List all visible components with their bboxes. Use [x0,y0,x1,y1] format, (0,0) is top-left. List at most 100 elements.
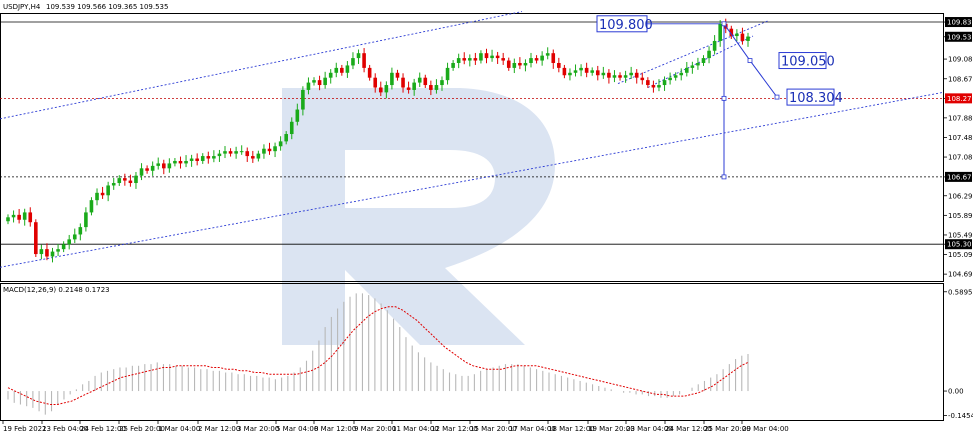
candle [128,174,133,187]
candle [684,62,689,77]
chart-title: USDJPY,H4 [3,3,41,11]
candle-body [150,165,155,171]
candle-body [100,192,105,196]
y-tick-label: 108.278 [947,95,973,103]
x-tick-label: 3 Mar 20:00 [237,425,279,433]
candle-body [61,244,66,250]
candle [623,70,628,83]
candle [367,64,372,81]
candle-body [39,249,44,255]
x-tick-label: 9 Mar 20:00 [354,425,396,433]
candle-body [139,168,144,176]
x-tick-label: 19 Feb 2021 [3,425,47,433]
candle [195,153,199,166]
candle [84,207,88,232]
x-tick-label: 12 Mar 12:00 [431,425,478,433]
candle-body [595,70,600,76]
candle [111,177,116,190]
candle-body [540,55,544,61]
candle [445,62,450,85]
candle [251,150,255,163]
candle [673,72,678,81]
candle [529,52,533,68]
candle-body [662,80,667,86]
candle-body [284,134,288,142]
candle [189,154,194,167]
candle-body [729,28,734,37]
candle [173,158,177,167]
candle [50,247,55,263]
candles [6,18,750,263]
trend-channel-lines [0,11,944,268]
macd-y-tick-label: 0.5895 [948,288,973,296]
candle-body [239,151,244,153]
candle-body [551,53,556,63]
candle-body [301,89,305,110]
candle [223,146,227,159]
candle-body [278,141,283,147]
candle-body [161,163,166,169]
candle [17,208,21,224]
candle-body [328,72,333,78]
candle [295,103,300,126]
candle-body [740,33,745,41]
candle-body [22,212,27,220]
candle [139,163,144,181]
candle-body [495,55,500,59]
y-tick-label: 109.535 [947,33,973,41]
candle [506,57,511,71]
candle [406,81,411,94]
candle-body [395,72,400,78]
candle-body [367,67,372,78]
candle [468,54,472,67]
candle [156,157,161,170]
y-tick-label: 105.490 [948,231,973,239]
candle [6,214,10,225]
candle [178,156,183,169]
candle [262,144,266,159]
macd-signal-line [7,306,749,405]
candle [78,223,83,241]
x-tick-label: 8 Mar 12:00 [314,425,356,433]
candle-body [17,214,21,220]
watermark-logo [282,88,555,345]
candle-body [590,70,595,73]
candle [473,52,478,65]
candle [662,76,667,91]
candle-body [373,77,378,88]
candle [22,208,27,226]
candle [668,72,672,85]
candle [690,61,695,74]
candle-body [668,77,672,81]
candle [67,234,72,250]
candle [273,142,277,158]
candle [579,64,583,77]
candle [28,207,33,227]
candle-body [518,62,522,66]
candle [145,165,149,174]
x-tick-label: 23 Mar 04:00 [626,425,673,433]
candle [512,58,517,74]
y-tick-label: 107.880 [948,114,973,122]
y-tick-highlight [945,239,972,250]
anchor-point [721,21,727,27]
candle [384,81,389,99]
candle [123,173,127,186]
candle-body [67,239,72,245]
candle [328,69,333,84]
candle [256,150,261,162]
candle [72,228,77,244]
candle-body [200,156,205,161]
candle [234,146,238,159]
candle [11,210,16,223]
candle [378,81,383,97]
candle-body [362,53,366,68]
candle-body [334,67,339,73]
candle-body [579,67,583,71]
candle [484,48,489,64]
macd-y-tick-label: 0.00 [948,388,964,396]
candle [701,55,706,66]
candle-body [562,67,567,76]
candle [629,66,633,79]
candle-body [523,62,528,66]
